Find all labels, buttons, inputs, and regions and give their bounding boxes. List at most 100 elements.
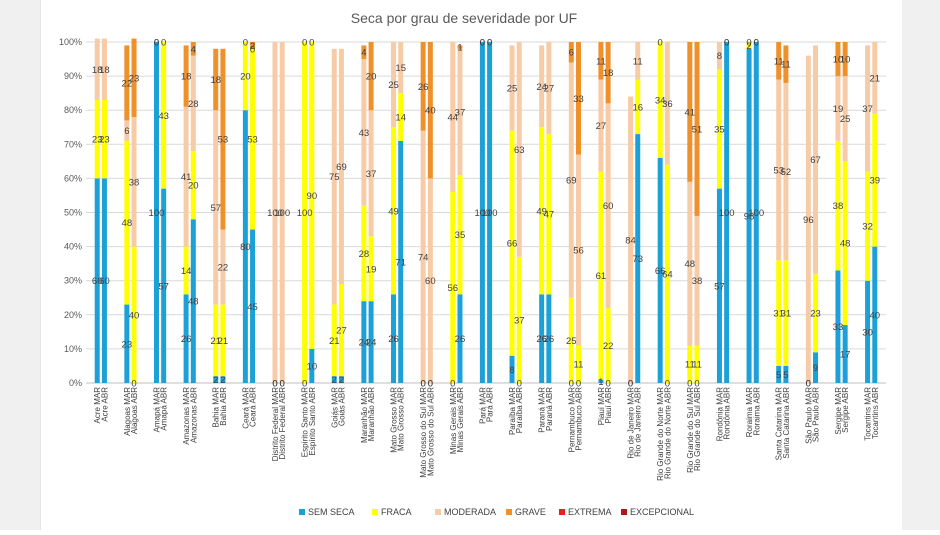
bar-segment [487, 42, 493, 383]
data-label: 67 [810, 155, 821, 166]
data-label: 100 [719, 208, 735, 219]
data-label: 74 [418, 252, 429, 263]
legend-swatch [299, 509, 305, 515]
data-label: 64 [662, 269, 673, 280]
data-label: 0 [806, 379, 811, 390]
x-tick-label: Rondônia MAR [715, 387, 724, 441]
data-label: 37 [514, 315, 525, 326]
data-label: 14 [395, 113, 406, 124]
bar-segment [539, 127, 545, 295]
data-label: 14 [181, 266, 192, 277]
data-label: 41 [685, 107, 696, 118]
data-label: 28 [359, 249, 370, 260]
data-label: 0 [309, 38, 314, 49]
data-label: 57 [158, 281, 169, 292]
data-label: 51 [692, 124, 703, 135]
data-label: 20 [240, 72, 251, 83]
data-label: 53 [247, 135, 258, 146]
bar-segment [94, 38, 100, 100]
data-label: 100 [297, 208, 313, 219]
bar-segment [183, 246, 189, 295]
data-label: 60 [425, 276, 436, 287]
bar-segment [783, 45, 789, 83]
bar-segment [568, 62, 574, 298]
data-label: 52 [781, 167, 792, 178]
x-tick-label: Amapá ABR [160, 387, 169, 431]
bar-segment [575, 42, 581, 155]
x-tick-label: Acre ABR [100, 387, 109, 422]
bar-segment [805, 55, 811, 383]
data-label: 61 [596, 271, 607, 282]
bar-segment [101, 99, 107, 179]
data-label: 25 [566, 336, 577, 347]
bar-segment [242, 110, 248, 383]
bar-segment [605, 103, 611, 308]
legend-label: SEM SECA [308, 507, 355, 517]
data-label: 27 [596, 121, 607, 132]
data-label: 23 [92, 135, 103, 146]
data-label: 30 [862, 327, 873, 338]
data-label: 16 [632, 102, 643, 113]
bar-segment [605, 307, 611, 383]
bar-segment [835, 76, 841, 141]
bar-segment [657, 42, 663, 158]
chart-title: Seca por grau de severidade por UF [351, 10, 577, 26]
bar-segment [124, 304, 130, 383]
x-tick-label: Rondônia ABR [723, 387, 732, 440]
bar-segment [872, 113, 878, 247]
data-label: 18 [99, 65, 110, 76]
data-label: 0 [420, 379, 425, 390]
data-label: 23 [129, 73, 140, 84]
data-label: 49 [388, 206, 399, 217]
x-tick-label: Pará MAR [478, 387, 487, 424]
x-tick-label: Sergipe ABR [841, 387, 850, 433]
data-label: 40 [869, 310, 880, 321]
bar-segment [835, 140, 841, 271]
data-label: 84 [625, 235, 636, 246]
data-label: 5 [783, 370, 788, 381]
data-label: 17 [840, 350, 851, 361]
left-margin [0, 0, 40, 530]
data-label: 2 [213, 375, 218, 386]
data-label: 21 [210, 336, 221, 347]
x-tick-label: Rio de Janeiro MAR [627, 387, 636, 459]
x-tick-label: Amapá MAR [152, 387, 161, 433]
bar-segment [783, 82, 789, 261]
y-tick-label: 40% [64, 242, 82, 252]
data-label: 10 [833, 55, 844, 66]
y-tick-label: 60% [64, 173, 82, 183]
y-tick-label: 70% [64, 139, 82, 149]
data-label: 31 [773, 309, 784, 320]
bar-segment [190, 55, 196, 152]
data-label: 26 [544, 334, 555, 345]
data-label: 69 [336, 162, 347, 173]
data-label: 60 [603, 201, 614, 212]
bar-segment [635, 42, 641, 80]
bar-segment [509, 45, 515, 131]
bar-segment [331, 304, 337, 377]
x-tick-label: Sergipe MAR [834, 387, 843, 435]
data-label: 19 [366, 264, 377, 275]
data-label: 60 [92, 276, 103, 287]
data-label: 0 [302, 379, 307, 390]
bar-segment [391, 127, 397, 295]
bar-segment [813, 45, 819, 274]
x-tick-label: Rio Grande do Sul ABR [693, 387, 702, 471]
x-tick-label: Paraná MAR [538, 387, 547, 433]
data-label: 0 [154, 38, 159, 49]
bar-segment [546, 134, 552, 295]
data-label: 100 [267, 208, 283, 219]
bar-segment [687, 181, 693, 346]
y-tick-label: 100% [59, 37, 82, 47]
data-label: 37 [366, 169, 377, 180]
bar-segment [398, 93, 404, 141]
data-label: 23 [810, 309, 821, 320]
data-label: 0 [280, 379, 285, 390]
bar-segment [842, 325, 848, 383]
data-label: 0 [724, 38, 729, 49]
data-labels: 6023186023182348622040382310000574302614… [92, 38, 880, 390]
bar-segment [694, 215, 700, 346]
data-label: 11 [685, 360, 695, 371]
data-label: 20 [366, 72, 377, 83]
bar-segment [272, 42, 278, 383]
